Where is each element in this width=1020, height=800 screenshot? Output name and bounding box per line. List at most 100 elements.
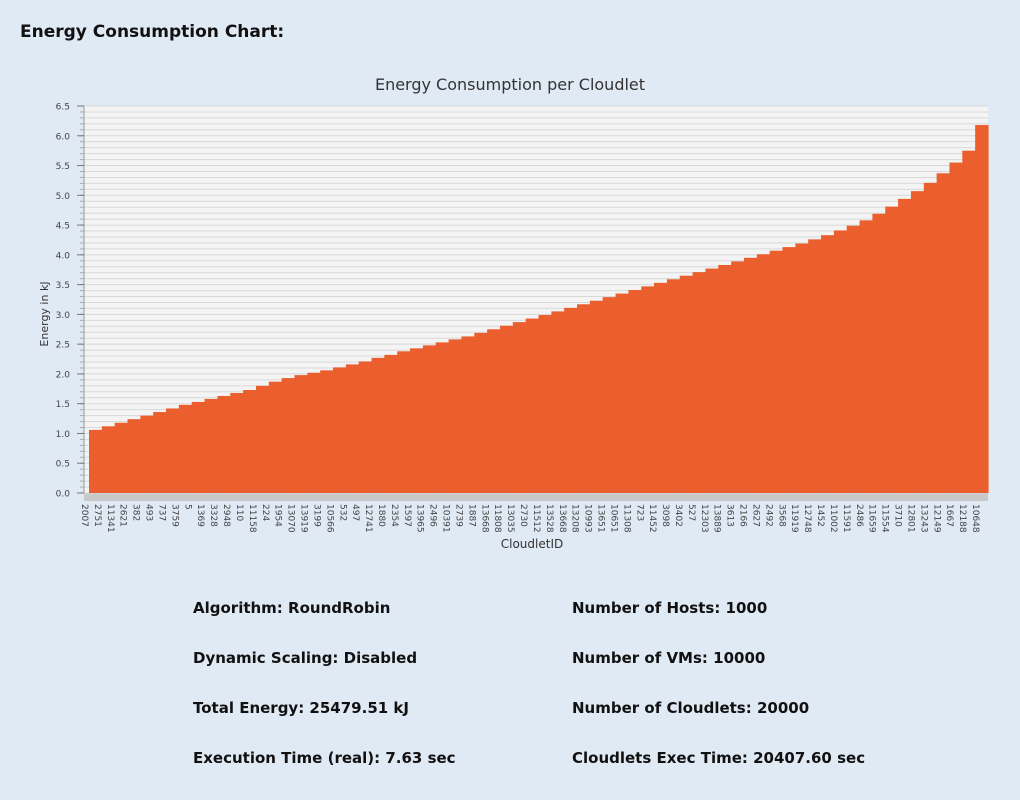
energy-bar <box>666 279 681 493</box>
x-tick-label: 12741 <box>363 504 373 533</box>
energy-bar <box>962 150 976 493</box>
x-axis-label: CloudletID <box>501 537 563 551</box>
x-tick-label: 13070 <box>286 504 296 533</box>
x-tick-label: 3402 <box>673 504 683 527</box>
energy-bar <box>435 342 450 493</box>
energy-bar <box>859 220 874 493</box>
page-title: Energy Consumption Chart: <box>20 22 285 42</box>
energy-bar <box>191 401 206 493</box>
energy-bar <box>512 322 527 493</box>
x-tick-label: 2627 <box>750 504 760 527</box>
energy-bar <box>358 361 373 493</box>
energy-bar <box>217 395 231 493</box>
cloudlets-stat: Number of Cloudlets: 20000 <box>572 699 810 717</box>
energy-bar <box>538 314 552 493</box>
chart-title: Energy Consumption per Cloudlet <box>375 75 645 94</box>
energy-bar <box>833 230 848 494</box>
x-tick-label: 11554 <box>880 504 890 533</box>
energy-bar <box>448 339 463 493</box>
energy-bar <box>795 243 809 493</box>
energy-bar <box>525 318 540 493</box>
energy-bar <box>371 357 385 493</box>
energy-bar <box>474 332 488 493</box>
energy-bar <box>885 206 899 493</box>
x-tick-label: 532 <box>337 504 347 521</box>
x-tick-label: 1887 <box>466 504 476 527</box>
energy-bar <box>641 286 655 493</box>
x-tick-label: 2621 <box>118 504 128 527</box>
x-tick-label: 3199 <box>311 504 321 527</box>
energy-bar <box>101 426 116 493</box>
x-tick-label: 11808 <box>492 504 502 533</box>
x-tick-label: 12303 <box>699 504 709 533</box>
vms-stat: Number of VMs: 10000 <box>572 649 766 667</box>
energy-bar <box>564 307 578 493</box>
energy-bar <box>756 254 771 493</box>
energy-bar <box>255 385 270 493</box>
y-tick-label: 2.5 <box>56 341 70 351</box>
y-tick-label: 6.0 <box>56 132 71 142</box>
x-tick-label: 13528 <box>544 504 554 533</box>
energy-bar <box>782 247 796 493</box>
x-tick-label: 13035 <box>505 504 515 533</box>
x-tick-label: 2007 <box>79 504 89 527</box>
x-tick-label: 11591 <box>841 504 851 533</box>
x-tick-label: 527 <box>686 504 696 521</box>
energy-bar <box>821 235 835 493</box>
energy-bar <box>949 162 963 494</box>
x-tick-label: 11512 <box>531 504 541 533</box>
energy-bar <box>936 173 951 493</box>
x-tick-label: 1597 <box>402 504 412 527</box>
x-tick-label: 2492 <box>763 504 773 527</box>
y-tick-label: 3.0 <box>56 311 71 321</box>
energy-bar <box>397 351 411 493</box>
x-tick-label: 2739 <box>453 504 463 527</box>
energy-bar <box>461 336 475 493</box>
energy-bar <box>743 257 758 493</box>
energy-bar <box>628 289 642 493</box>
total-energy-stat: Total Energy: 25479.51 kJ <box>193 699 409 717</box>
x-tick-label: 13668 <box>557 504 567 533</box>
y-tick-label: 5.5 <box>56 162 70 172</box>
x-tick-label: 3328 <box>208 504 218 527</box>
algorithm-stat: Algorithm: RoundRobin <box>193 599 391 617</box>
energy-bar <box>679 275 694 493</box>
energy-bar <box>577 304 591 493</box>
x-tick-label: 1452 <box>815 504 825 527</box>
energy-bar <box>307 372 321 493</box>
x-tick-label: 13208 <box>570 504 580 533</box>
x-tick-label: 13919 <box>299 504 309 533</box>
x-tick-label: 5 <box>182 504 192 510</box>
x-tick-label: 12149 <box>931 504 941 533</box>
energy-bar <box>705 268 719 493</box>
x-tick-label: 10651 <box>608 504 618 533</box>
energy-bar <box>281 378 296 493</box>
energy-bar <box>769 250 784 493</box>
energy-bar <box>268 381 283 493</box>
x-tick-label: 11308 <box>621 504 631 533</box>
x-tick-label: 2166 <box>738 504 748 527</box>
x-tick-label: 10648 <box>970 504 980 533</box>
dynamic-scaling-stat: Dynamic Scaling: Disabled <box>193 649 418 667</box>
x-tick-label: 11002 <box>828 504 838 533</box>
x-tick-label: 12801 <box>905 504 915 533</box>
energy-bar <box>422 345 437 493</box>
x-tick-label: 13889 <box>712 504 722 533</box>
x-tick-label: 3759 <box>169 504 179 527</box>
energy-bar <box>923 182 938 493</box>
x-tick-label: 3710 <box>893 504 903 527</box>
energy-bar <box>178 404 193 493</box>
energy-bar <box>846 225 861 493</box>
hosts-stat: Number of Hosts: 1000 <box>572 599 768 617</box>
x-tick-label: 13668 <box>479 504 489 533</box>
x-tick-label: 3568 <box>776 504 786 527</box>
energy-bar <box>551 311 565 493</box>
y-tick-label: 0.0 <box>56 490 71 500</box>
x-tick-label: 382 <box>131 504 141 521</box>
x-tick-label: 10993 <box>583 504 593 533</box>
y-tick-label: 5.0 <box>56 192 71 202</box>
x-tick-label: 2486 <box>854 504 864 527</box>
x-tick-label: 11919 <box>789 504 799 533</box>
x-tick-label: 11158 <box>247 504 257 533</box>
energy-bar <box>320 370 334 493</box>
